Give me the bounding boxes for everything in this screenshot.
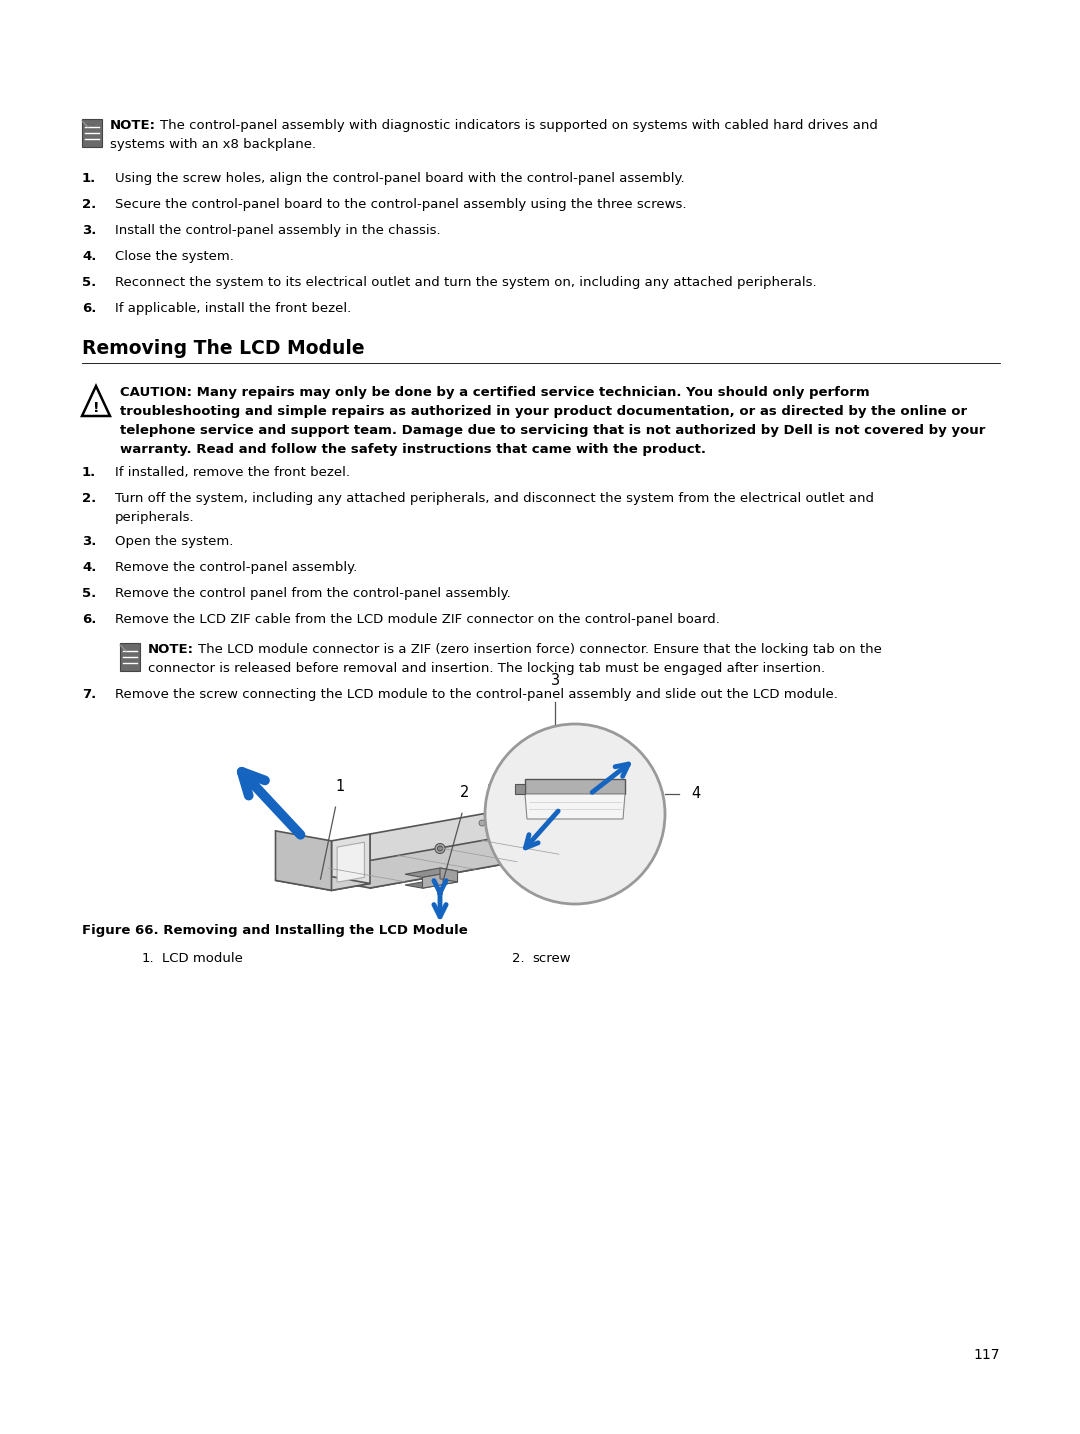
Bar	[82, 119, 102, 148]
Text: 4.: 4.	[82, 250, 96, 262]
Text: Turn off the system, including any attached peripherals, and disconnect the syst: Turn off the system, including any attac…	[114, 492, 874, 505]
Polygon shape	[337, 842, 364, 882]
Text: 2.: 2.	[512, 952, 525, 965]
Text: telephone service and support team. Damage due to servicing that is not authoriz: telephone service and support team. Dama…	[120, 424, 985, 437]
Circle shape	[480, 820, 485, 826]
Text: Remove the control-panel assembly.: Remove the control-panel assembly.	[114, 561, 357, 574]
Text: 3.: 3.	[82, 535, 96, 548]
Text: 5.: 5.	[82, 587, 96, 599]
Text: Figure 66. Removing and Installing the LCD Module: Figure 66. Removing and Installing the L…	[82, 923, 468, 936]
Text: 4: 4	[691, 786, 700, 802]
Polygon shape	[293, 839, 566, 888]
Text: 3: 3	[551, 673, 559, 688]
Polygon shape	[489, 786, 566, 853]
Polygon shape	[332, 835, 370, 891]
Text: Remove the control panel from the control-panel assembly.: Remove the control panel from the contro…	[114, 587, 511, 599]
Bar	[120, 642, 140, 671]
Text: 2.: 2.	[82, 492, 96, 505]
Text: 3.: 3.	[82, 224, 96, 237]
Polygon shape	[405, 879, 458, 888]
Text: The LCD module connector is a ZIF (zero insertion force) connector. Ensure that : The LCD module connector is a ZIF (zero …	[198, 642, 882, 655]
Text: NOTE:: NOTE:	[148, 642, 194, 655]
Text: 117: 117	[973, 1348, 1000, 1362]
Text: Close the system.: Close the system.	[114, 250, 234, 262]
Polygon shape	[525, 794, 625, 819]
Text: 1.: 1.	[141, 952, 154, 965]
Text: connector is released before removal and insertion. The locking tab must be enga: connector is released before removal and…	[148, 663, 825, 675]
Polygon shape	[370, 799, 566, 888]
Text: 1.: 1.	[82, 466, 96, 479]
Text: Remove the screw connecting the LCD module to the control-panel assembly and sli: Remove the screw connecting the LCD modu…	[114, 688, 838, 701]
Text: CAUTION: Many repairs may only be done by a certified service technician. You sh: CAUTION: Many repairs may only be done b…	[120, 386, 869, 399]
Text: 7.: 7.	[82, 688, 96, 701]
Text: 5.: 5.	[82, 275, 96, 290]
Polygon shape	[405, 868, 458, 878]
Text: 2: 2	[460, 786, 470, 800]
Text: systems with an x8 backplane.: systems with an x8 backplane.	[110, 138, 316, 151]
Text: !: !	[93, 402, 99, 414]
Text: The control-panel assembly with diagnostic indicators is supported on systems wi: The control-panel assembly with diagnost…	[160, 119, 878, 132]
Text: 1.: 1.	[82, 172, 96, 185]
Polygon shape	[440, 868, 458, 882]
Text: Using the screw holes, align the control-panel board with the control-panel asse: Using the screw holes, align the control…	[114, 172, 685, 185]
Circle shape	[485, 724, 665, 903]
Text: Reconnect the system to its electrical outlet and turn the system on, including : Reconnect the system to its electrical o…	[114, 275, 816, 290]
Text: 4.: 4.	[82, 561, 96, 574]
Text: screw: screw	[532, 952, 570, 965]
Text: troubleshooting and simple repairs as authorized in your product documentation, : troubleshooting and simple repairs as au…	[120, 404, 967, 417]
Polygon shape	[275, 873, 370, 891]
Circle shape	[507, 815, 513, 822]
Text: 6.: 6.	[82, 612, 96, 627]
Text: Removing The LCD Module: Removing The LCD Module	[82, 338, 365, 358]
Text: NOTE:: NOTE:	[110, 119, 156, 132]
Text: 2.: 2.	[82, 198, 96, 211]
Polygon shape	[422, 870, 458, 888]
Text: Open the system.: Open the system.	[114, 535, 233, 548]
Text: If installed, remove the front bezel.: If installed, remove the front bezel.	[114, 466, 350, 479]
Polygon shape	[275, 830, 332, 891]
Polygon shape	[525, 779, 625, 794]
Text: LCD module: LCD module	[162, 952, 243, 965]
Text: 1: 1	[336, 779, 346, 794]
Text: Secure the control-panel board to the control-panel assembly using the three scr: Secure the control-panel board to the co…	[114, 198, 687, 211]
Text: If applicable, install the front bezel.: If applicable, install the front bezel.	[114, 303, 351, 315]
Text: warranty. Read and follow the safety instructions that came with the product.: warranty. Read and follow the safety ins…	[120, 443, 706, 456]
Circle shape	[435, 843, 445, 853]
Text: Remove the LCD ZIF cable from the LCD module ZIF connector on the control-panel : Remove the LCD ZIF cable from the LCD mo…	[114, 612, 720, 627]
Circle shape	[437, 846, 443, 850]
Text: 6.: 6.	[82, 303, 96, 315]
Circle shape	[535, 810, 541, 816]
Text: peripherals.: peripherals.	[114, 511, 194, 523]
Polygon shape	[515, 784, 525, 794]
Text: Install the control-panel assembly in the chassis.: Install the control-panel assembly in th…	[114, 224, 441, 237]
